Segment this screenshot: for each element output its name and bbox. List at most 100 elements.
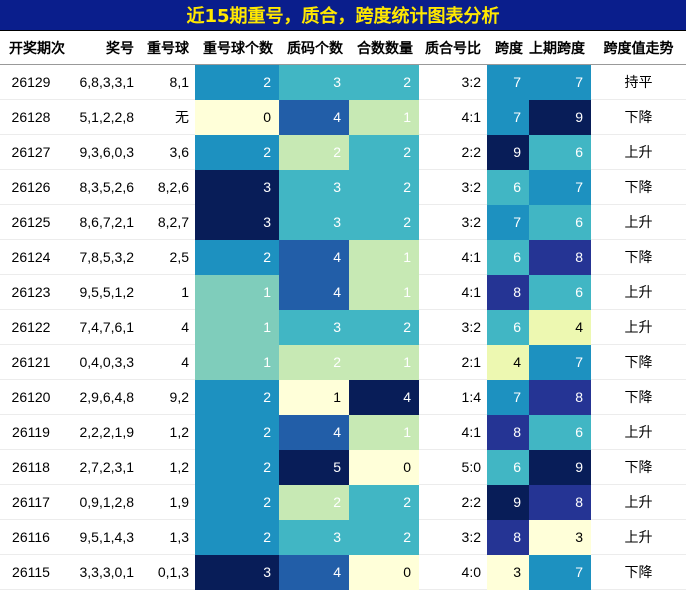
table-row: 26122 7,4,7,6,1 4 1 3 2 3:2 6 4 上升 xyxy=(0,309,686,345)
cell-repeat-balls: 1,3 xyxy=(140,519,195,555)
cell-composite-count: 2 xyxy=(349,169,419,205)
cell-numbers: 7,8,5,3,2 xyxy=(74,239,140,275)
cell-repeat-count: 2 xyxy=(195,134,279,170)
cell-repeat-balls: 无 xyxy=(140,99,195,135)
cell-period: 26116 xyxy=(0,519,74,555)
cell-span: 7 xyxy=(487,379,529,415)
col-header-period: 开奖期次 xyxy=(0,31,74,65)
cell-prev-span: 6 xyxy=(529,274,591,310)
cell-period: 26120 xyxy=(0,379,74,415)
table-row: 26128 5,1,2,2,8 无 0 4 1 4:1 7 9 下降 xyxy=(0,99,686,135)
cell-prime-count: 4 xyxy=(279,414,349,450)
cell-span: 8 xyxy=(487,414,529,450)
cell-span: 8 xyxy=(487,274,529,310)
cell-prime-count: 2 xyxy=(279,484,349,520)
cell-numbers: 9,5,1,4,3 xyxy=(74,519,140,555)
table-row: 26126 8,3,5,2,6 8,2,6 3 3 2 3:2 6 7 下降 xyxy=(0,169,686,205)
cell-composite-count: 2 xyxy=(349,134,419,170)
cell-composite-count: 0 xyxy=(349,449,419,485)
cell-ratio: 3:2 xyxy=(419,64,487,100)
cell-repeat-count: 3 xyxy=(195,169,279,205)
cell-span: 8 xyxy=(487,519,529,555)
cell-span: 6 xyxy=(487,239,529,275)
table-row: 26129 6,8,3,3,1 8,1 2 3 2 3:2 7 7 持平 xyxy=(0,64,686,100)
cell-numbers: 3,3,3,0,1 xyxy=(74,554,140,590)
cell-prev-span: 8 xyxy=(529,239,591,275)
cell-span: 7 xyxy=(487,99,529,135)
cell-prev-span: 6 xyxy=(529,134,591,170)
cell-repeat-count: 1 xyxy=(195,274,279,310)
table-row: 26124 7,8,5,3,2 2,5 2 4 1 4:1 6 8 下降 xyxy=(0,239,686,275)
cell-trend: 下降 xyxy=(591,99,686,135)
cell-repeat-balls: 8,2,6 xyxy=(140,169,195,205)
cell-repeat-balls: 1,9 xyxy=(140,484,195,520)
cell-prime-count: 1 xyxy=(279,379,349,415)
cell-ratio: 4:1 xyxy=(419,414,487,450)
cell-prev-span: 7 xyxy=(529,169,591,205)
cell-numbers: 2,7,2,3,1 xyxy=(74,449,140,485)
cell-period: 26123 xyxy=(0,274,74,310)
cell-numbers: 8,6,7,2,1 xyxy=(74,204,140,240)
cell-trend: 上升 xyxy=(591,204,686,240)
cell-numbers: 7,4,7,6,1 xyxy=(74,309,140,345)
table-row: 26118 2,7,2,3,1 1,2 2 5 0 5:0 6 9 下降 xyxy=(0,449,686,485)
table-row: 26120 2,9,6,4,8 9,2 2 1 4 1:4 7 8 下降 xyxy=(0,379,686,415)
cell-composite-count: 1 xyxy=(349,99,419,135)
cell-ratio: 4:1 xyxy=(419,239,487,275)
cell-trend: 上升 xyxy=(591,519,686,555)
col-header-ratio: 质合号比 xyxy=(419,31,487,65)
cell-numbers: 9,5,5,1,2 xyxy=(74,274,140,310)
cell-repeat-count: 2 xyxy=(195,484,279,520)
cell-prev-span: 7 xyxy=(529,554,591,590)
cell-numbers: 6,8,3,3,1 xyxy=(74,64,140,100)
cell-span: 6 xyxy=(487,309,529,345)
cell-ratio: 3:2 xyxy=(419,519,487,555)
cell-trend: 上升 xyxy=(591,134,686,170)
cell-numbers: 2,2,2,1,9 xyxy=(74,414,140,450)
cell-ratio: 1:4 xyxy=(419,379,487,415)
cell-span: 4 xyxy=(487,344,529,380)
cell-prev-span: 8 xyxy=(529,484,591,520)
cell-repeat-balls: 4 xyxy=(140,309,195,345)
cell-repeat-balls: 9,2 xyxy=(140,379,195,415)
cell-prime-count: 3 xyxy=(279,204,349,240)
cell-repeat-balls: 1 xyxy=(140,274,195,310)
cell-prev-span: 6 xyxy=(529,204,591,240)
table-row: 26116 9,5,1,4,3 1,3 2 3 2 3:2 8 3 上升 xyxy=(0,519,686,555)
cell-span: 9 xyxy=(487,134,529,170)
col-header-composite-count: 合数数量 xyxy=(349,31,419,65)
cell-composite-count: 2 xyxy=(349,204,419,240)
cell-repeat-balls: 1,2 xyxy=(140,414,195,450)
header-row: 开奖期次 奖号 重号球 重号球个数 质码个数 合数数量 质合号比 跨度 上期跨度… xyxy=(0,31,686,65)
cell-period: 26121 xyxy=(0,344,74,380)
col-header-prime-count: 质码个数 xyxy=(279,31,349,65)
cell-prime-count: 4 xyxy=(279,99,349,135)
cell-span: 7 xyxy=(487,64,529,100)
cell-repeat-balls: 8,1 xyxy=(140,64,195,100)
col-header-span: 跨度 xyxy=(487,31,529,65)
stats-table: 开奖期次 奖号 重号球 重号球个数 质码个数 合数数量 质合号比 跨度 上期跨度… xyxy=(0,31,686,590)
cell-repeat-count: 0 xyxy=(195,99,279,135)
cell-trend: 上升 xyxy=(591,414,686,450)
cell-period: 26127 xyxy=(0,134,74,170)
cell-ratio: 2:2 xyxy=(419,134,487,170)
table-row: 26127 9,3,6,0,3 3,6 2 2 2 2:2 9 6 上升 xyxy=(0,134,686,170)
cell-prime-count: 3 xyxy=(279,64,349,100)
cell-repeat-count: 3 xyxy=(195,554,279,590)
cell-ratio: 4:0 xyxy=(419,554,487,590)
cell-period: 26117 xyxy=(0,484,74,520)
cell-prime-count: 2 xyxy=(279,344,349,380)
cell-numbers: 0,4,0,3,3 xyxy=(74,344,140,380)
cell-prev-span: 7 xyxy=(529,344,591,380)
table-row: 26125 8,6,7,2,1 8,2,7 3 3 2 3:2 7 6 上升 xyxy=(0,204,686,240)
cell-prime-count: 4 xyxy=(279,239,349,275)
cell-composite-count: 4 xyxy=(349,379,419,415)
cell-ratio: 3:2 xyxy=(419,169,487,205)
cell-period: 26128 xyxy=(0,99,74,135)
cell-prev-span: 6 xyxy=(529,414,591,450)
cell-trend: 上升 xyxy=(591,274,686,310)
cell-repeat-balls: 2,5 xyxy=(140,239,195,275)
cell-repeat-count: 2 xyxy=(195,239,279,275)
cell-prev-span: 4 xyxy=(529,309,591,345)
cell-repeat-count: 2 xyxy=(195,379,279,415)
